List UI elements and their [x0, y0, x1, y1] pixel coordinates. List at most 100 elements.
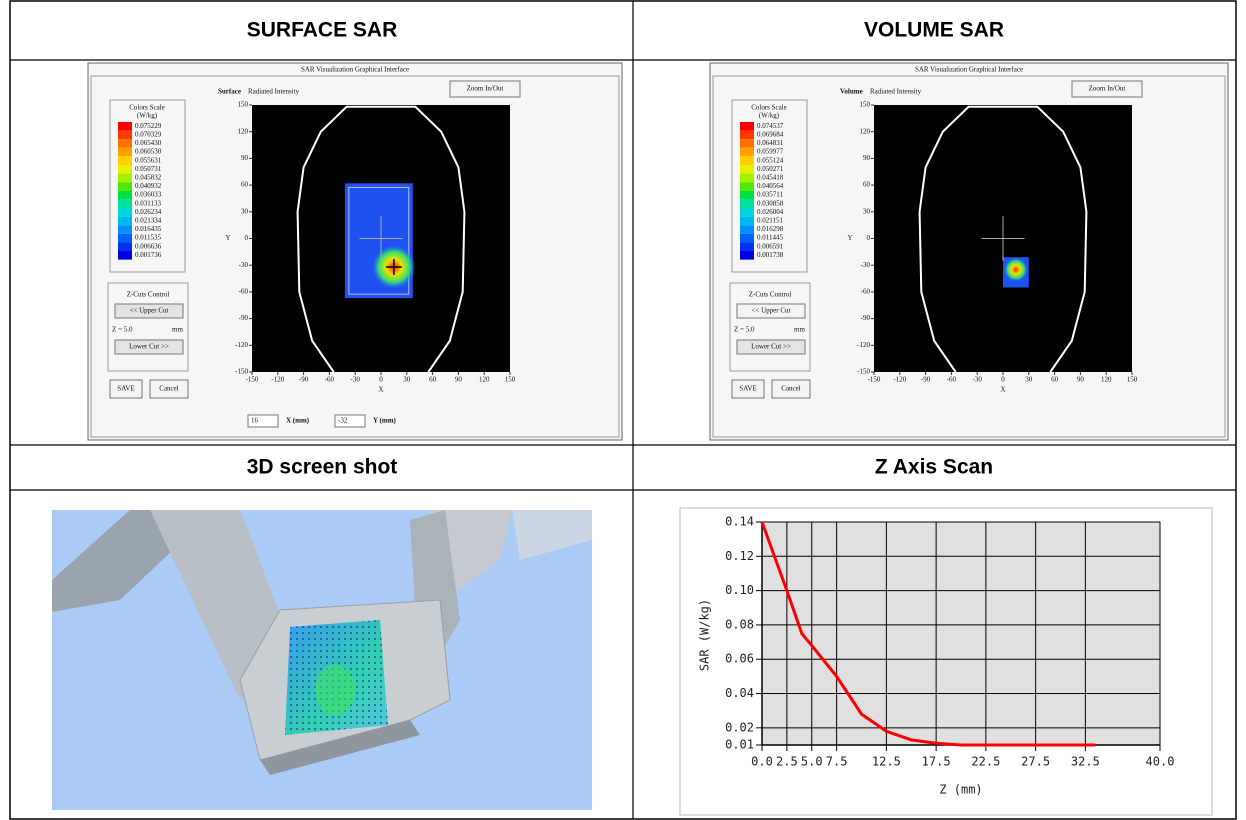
scale-swatch [118, 208, 132, 217]
x-input[interactable] [247, 414, 279, 428]
x-tick-label: 40.0 [1146, 755, 1175, 769]
scale-swatch [740, 199, 754, 208]
y-tick-label: 120 [860, 127, 871, 135]
phantom-wall [512, 510, 592, 560]
x-tick-label: 60 [429, 376, 437, 384]
x-tick-label: 0 [379, 376, 383, 384]
y-tick-label: 120 [238, 127, 249, 135]
scale-value: 0.021334 [135, 217, 162, 225]
phantom-outline [918, 105, 1088, 373]
scale-value: 0.026004 [757, 208, 784, 216]
scale-swatch [118, 225, 132, 234]
button[interactable] [114, 303, 184, 319]
table-border [9, 0, 1237, 820]
cell-header: SURFACE SAR [247, 19, 398, 42]
scale-swatch [740, 251, 754, 260]
button-label: SAVE [739, 385, 756, 393]
sar-curve [760, 521, 1096, 747]
scale-swatch [740, 130, 754, 140]
scale-value: 0.059977 [757, 148, 784, 156]
button[interactable] [736, 339, 806, 355]
y-tick-label: 30 [241, 207, 249, 215]
zcuts-title: Z-Cuts Control [749, 291, 792, 299]
scale-value: 0.021151 [757, 217, 783, 225]
y-tick-label: -150 [235, 368, 248, 376]
y-tick-label: 0.14 [725, 515, 754, 529]
scale-swatch [118, 156, 132, 165]
scale-value: 0.050731 [135, 165, 162, 173]
scale-value: 0.045418 [757, 174, 784, 182]
button-label: << Upper Cut [751, 307, 790, 315]
z-unit: mm [172, 326, 183, 334]
zcuts-box [729, 282, 811, 372]
scale-swatch [740, 208, 754, 217]
scale-value: 0.035711 [757, 191, 783, 199]
x-tick-label: -30 [351, 376, 361, 384]
scale-value: 0.001738 [757, 251, 784, 259]
scale-swatch [740, 165, 754, 174]
phantom-edge [260, 720, 420, 775]
x-tick-label: 90 [455, 376, 463, 384]
button[interactable] [771, 379, 811, 399]
window-inner [90, 75, 620, 438]
button[interactable] [449, 80, 521, 98]
z-unit: mm [794, 326, 805, 334]
button[interactable] [1071, 80, 1143, 98]
scale-value: 0.060530 [135, 148, 162, 156]
scale-swatch [118, 165, 132, 174]
button-label: SAVE [117, 385, 134, 393]
button[interactable] [109, 379, 143, 399]
y-tick-label: 60 [241, 181, 249, 189]
x-tick-label: 27.5 [1021, 755, 1050, 769]
scan-border [348, 186, 410, 295]
scale-swatch [118, 182, 132, 191]
button-label: Cancel [159, 385, 178, 393]
y-tick-label: 0.02 [725, 720, 754, 734]
x-tick-label: 22.5 [971, 755, 1000, 769]
scale-value: 0.016298 [757, 225, 784, 233]
y-axis-label: Y [225, 234, 230, 242]
scale-swatch [118, 147, 132, 157]
3d-screenshot [52, 510, 592, 810]
y-tick-label: -150 [857, 368, 870, 376]
scale-title: Colors Scale [751, 104, 787, 112]
button[interactable] [736, 303, 806, 319]
x-tick-label: 30 [403, 376, 411, 384]
x-tick-label: 150 [505, 376, 516, 384]
phantom-wall [150, 510, 290, 700]
scale-swatch [118, 216, 132, 226]
y-tick-label: -120 [857, 341, 870, 349]
scale-swatch [118, 233, 132, 243]
y-input[interactable] [334, 414, 366, 428]
y-input-label: Y (mm) [373, 417, 397, 425]
scale-value: 0.016435 [135, 225, 162, 233]
zcuts-box [107, 282, 189, 372]
y-tick-label: 0.04 [725, 686, 754, 700]
scale-swatch [740, 225, 754, 234]
button[interactable] [731, 379, 765, 399]
y-tick-label: 0 [867, 234, 871, 242]
x-tick-label: 150 [1127, 376, 1138, 384]
x-input-value: 16 [251, 417, 259, 425]
scale-value: 0.011535 [135, 234, 161, 242]
y-tick-label: 0.08 [725, 617, 754, 631]
button-label: Cancel [781, 385, 800, 393]
x-tick-label: -60 [325, 376, 335, 384]
scale-value: 0.069684 [757, 131, 784, 139]
x-tick-label: -90 [921, 376, 931, 384]
window-inner [712, 75, 1226, 438]
y-tick-label: -60 [239, 288, 249, 296]
scale-value: 0.075229 [135, 122, 162, 130]
y-tick-label: -30 [239, 261, 249, 269]
x-tick-label: 12.5 [872, 755, 901, 769]
window-title: SAR Visualization Graphical Interface [915, 66, 1023, 74]
scale-swatch [118, 190, 132, 200]
x-tick-label: -120 [893, 376, 906, 384]
button[interactable] [114, 339, 184, 355]
scale-value: 0.031133 [135, 199, 161, 207]
scale-unit: (W/kg) [759, 112, 780, 120]
scale-title: Colors Scale [129, 104, 165, 112]
scale-box [731, 99, 808, 273]
x-axis-label: Z (mm) [939, 783, 982, 797]
button[interactable] [149, 379, 189, 399]
